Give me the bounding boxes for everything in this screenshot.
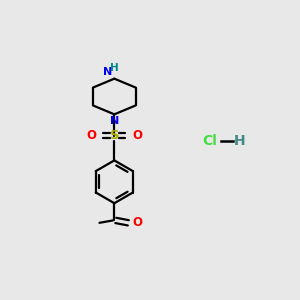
Text: S: S <box>110 129 119 142</box>
Text: Cl: Cl <box>202 134 217 148</box>
Text: O: O <box>133 216 142 229</box>
Text: H: H <box>110 63 119 73</box>
Text: H: H <box>233 134 245 148</box>
Text: O: O <box>132 129 142 142</box>
Text: N: N <box>103 68 112 77</box>
Text: N: N <box>110 116 119 125</box>
Text: O: O <box>86 129 97 142</box>
